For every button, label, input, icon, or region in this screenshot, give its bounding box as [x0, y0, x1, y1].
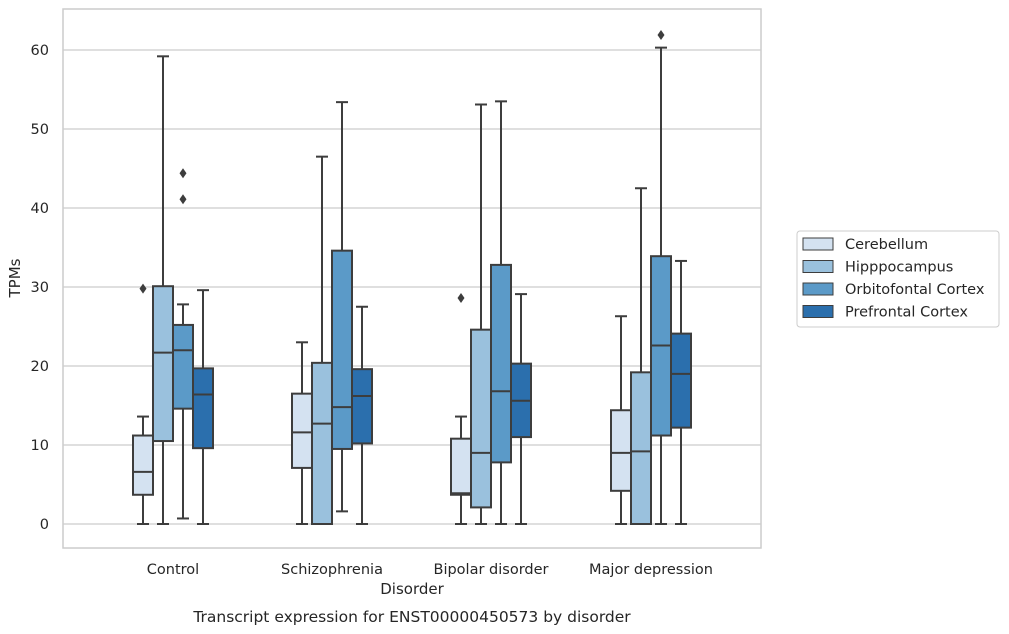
- legend: Cerebellum Hipppocampus Orbitofontal Corte…: [796, 230, 1000, 328]
- box-hipppocampus: [311, 155, 333, 525]
- x-tick-label: Control: [147, 562, 199, 578]
- box-iqr: [291, 392, 313, 469]
- box-iqr: [152, 285, 174, 443]
- y-tick-label: 10: [31, 438, 49, 454]
- y-tick-labels: 0 10 20 30 40 50 60: [31, 43, 49, 533]
- box-series: [132, 29, 692, 525]
- box-cerebellum: [132, 283, 154, 525]
- plot-frame: [62, 8, 762, 549]
- box-prefrontal-cortex: [192, 289, 214, 525]
- box-hipppocampus: [152, 55, 174, 525]
- outlier-point: [657, 29, 665, 40]
- outlier-point: [179, 194, 187, 205]
- box-orbitofontal-cortex: [172, 168, 194, 520]
- box-cerebellum: [450, 293, 472, 525]
- outlier-point: [179, 168, 187, 179]
- y-tick-label: 50: [31, 122, 49, 138]
- y-tick-label: 30: [31, 280, 49, 296]
- x-tick-label: Schizophrenia: [281, 562, 383, 578]
- box-cerebellum: [610, 315, 632, 525]
- legend-swatch: [802, 260, 834, 273]
- legend-frame: [796, 230, 1000, 328]
- box-iqr: [490, 263, 512, 464]
- legend-swatch: [802, 237, 834, 251]
- x-tick-label: Bipolar disorder: [434, 562, 549, 578]
- box-iqr: [351, 368, 373, 445]
- y-axis-label: TPMs: [6, 258, 24, 298]
- box-iqr: [630, 371, 652, 525]
- box-iqr: [470, 328, 492, 509]
- box-iqr: [331, 249, 353, 450]
- outlier-point: [457, 293, 465, 304]
- box-orbitofontal-cortex: [331, 101, 353, 513]
- x-tick-label: Major depression: [589, 562, 713, 578]
- legend-label: Orbitofontal Cortex: [845, 282, 985, 298]
- x-tick-labels: Control Schizophrenia Bipolar disorder Majo…: [147, 562, 713, 578]
- legend-label: Hipppocampus: [845, 260, 953, 276]
- y-tick-label: 60: [31, 43, 49, 59]
- y-tick-label: 0: [40, 517, 49, 533]
- legend-label: Prefrontal Cortex: [845, 305, 968, 321]
- outlier-point: [139, 283, 147, 294]
- box-iqr: [192, 367, 214, 450]
- legend-swatch: [802, 305, 834, 318]
- box-iqr: [311, 361, 333, 525]
- box-iqr: [172, 323, 194, 410]
- box-hipppocampus: [470, 103, 492, 525]
- box-orbitofontal-cortex: [650, 29, 672, 525]
- box-prefrontal-cortex: [510, 293, 532, 525]
- box-iqr: [450, 437, 472, 496]
- box-cerebellum: [291, 341, 313, 525]
- box-prefrontal-cortex: [670, 259, 692, 525]
- chart-caption: Transcript expression for ENST0000045057…: [192, 608, 631, 626]
- legend-swatch: [802, 282, 834, 296]
- box-hipppocampus: [630, 187, 652, 525]
- box-iqr: [132, 434, 154, 496]
- y-tick-label: 20: [31, 359, 49, 375]
- box-iqr: [610, 409, 632, 492]
- x-axis-label: Disorder: [380, 580, 444, 598]
- y-tick-label: 40: [31, 201, 49, 217]
- box-orbitofontal-cortex: [490, 100, 512, 525]
- legend-label: Cerebellum: [845, 237, 928, 253]
- box-prefrontal-cortex: [351, 305, 373, 525]
- box-iqr: [670, 332, 692, 429]
